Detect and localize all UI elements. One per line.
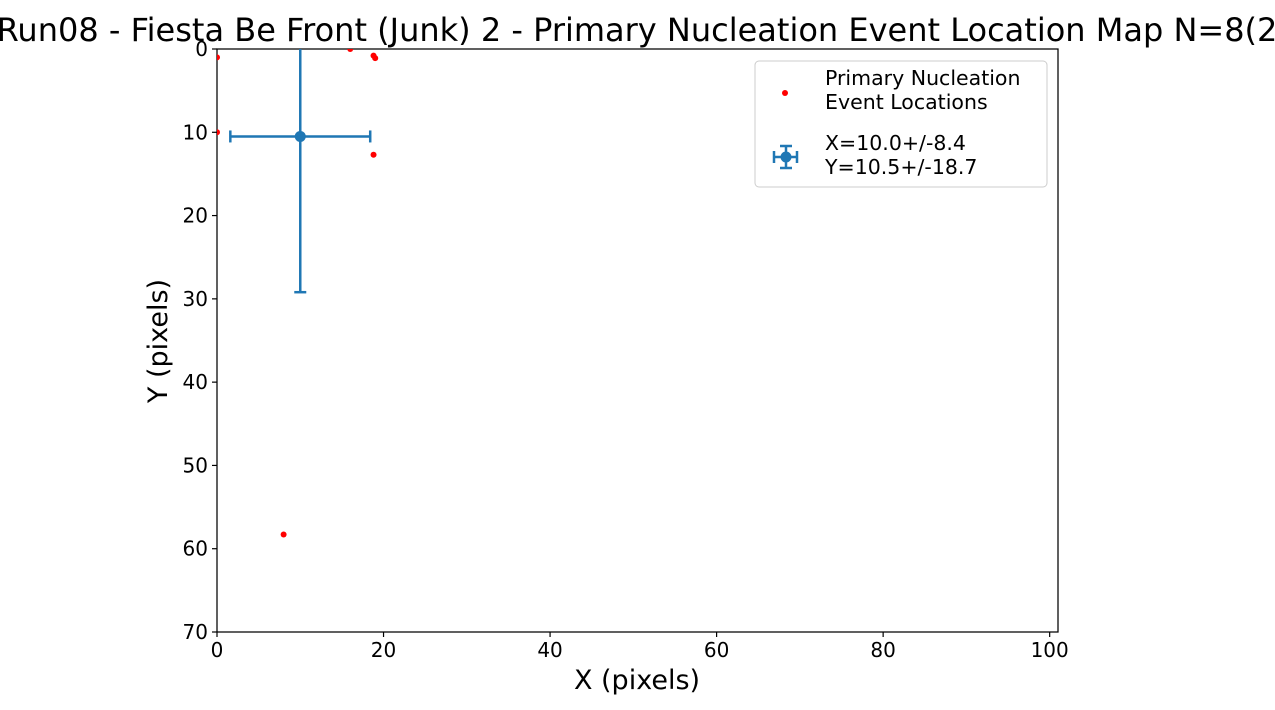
legend-label-points-line1: Primary Nucleation xyxy=(825,66,1020,90)
x-tick-label: 100 xyxy=(1031,638,1069,662)
legend-label-errorbar-line2: Y=10.5+/-18.7 xyxy=(824,155,977,179)
chart-title: Run08 - Fiesta Be Front (Junk) 2 - Prima… xyxy=(0,11,1275,49)
y-tick-label: 70 xyxy=(183,620,208,644)
legend-label-errorbar-line1: X=10.0+/-8.4 xyxy=(825,131,966,155)
legend-box xyxy=(754,60,1048,188)
y-axis-label: Y (pixels) xyxy=(143,279,174,404)
legend: Primary Nucleation Event Locations X=10.… xyxy=(754,60,1048,188)
legend-marker-errorbar-center xyxy=(780,151,792,163)
x-axis: 0 20 40 60 80 100 xyxy=(211,632,1069,662)
scatter-point xyxy=(347,49,354,52)
scatter-point xyxy=(372,55,379,62)
x-tick-label: 40 xyxy=(537,638,562,662)
errorbar-center xyxy=(294,130,306,142)
scatter-point xyxy=(370,151,377,158)
y-axis: 0 10 20 30 40 50 60 70 xyxy=(183,37,217,644)
y-tick-label: 20 xyxy=(183,204,208,228)
x-tick-label: 80 xyxy=(870,638,895,662)
data-marks xyxy=(217,49,379,538)
x-tick-label: 60 xyxy=(704,638,729,662)
y-tick-label: 40 xyxy=(183,370,208,394)
y-tick-label: 50 xyxy=(183,453,208,477)
scatter-point xyxy=(217,129,220,136)
y-tick-label: 30 xyxy=(183,287,208,311)
x-tick-label: 20 xyxy=(371,638,396,662)
y-tick-label: 10 xyxy=(183,120,208,144)
x-axis-label: X (pixels) xyxy=(574,665,700,696)
x-tick-label: 0 xyxy=(211,638,224,662)
scatter-point xyxy=(217,54,220,61)
legend-marker-points xyxy=(782,90,788,96)
legend-label-points-line2: Event Locations xyxy=(825,90,988,114)
y-tick-label: 0 xyxy=(195,37,208,61)
scatter-point xyxy=(280,531,287,538)
y-tick-label: 60 xyxy=(183,537,208,561)
